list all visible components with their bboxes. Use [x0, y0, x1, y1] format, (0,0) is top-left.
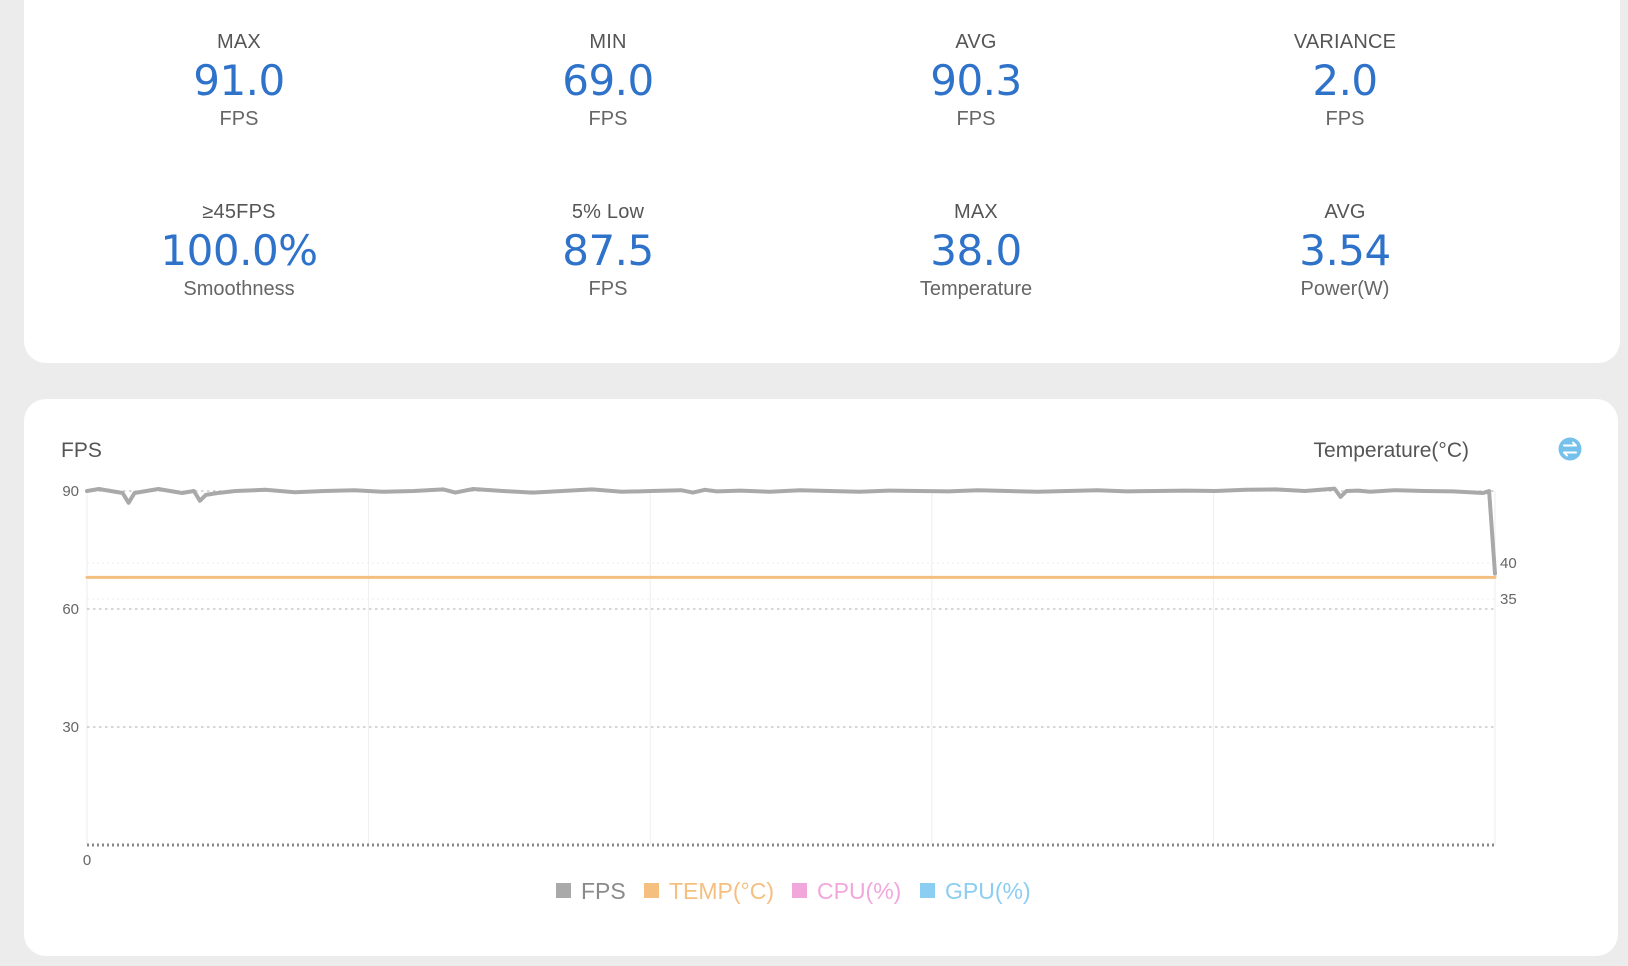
legend-swatch [792, 883, 807, 898]
stat-label: ≥45FPS [202, 201, 276, 223]
stat-value: 2.0 [1312, 56, 1378, 105]
temperature-axis-title: Temperature(°C) [1314, 439, 1469, 462]
stat-2: AVG 90.3 FPS [826, 31, 1126, 131]
stat-0: MAX 91.0 FPS [89, 31, 389, 131]
legend-item-gpu[interactable]: GPU(%) [920, 878, 1031, 904]
performance-chart: FPS Temperature(°C) 90 60 30 0 40 35 FPS TEMP(… [61, 437, 1582, 904]
right-tick-label: 35 [1500, 591, 1517, 608]
series-line-fps [85, 486, 1497, 576]
stat-label: VARIANCE [1293, 31, 1397, 53]
stat-label: AVG [1324, 201, 1366, 223]
chart-card: FPS Temperature(°C) 90 60 30 0 40 35 FPS TEMP(… [24, 399, 1618, 956]
stat-label: MAX [217, 31, 261, 53]
stat-value: 3.54 [1299, 226, 1391, 275]
stat-unit: Smoothness [183, 278, 295, 300]
legend-item-tempc[interactable]: TEMP(°C) [644, 878, 774, 904]
stat-5: 5% Low 87.5 FPS [458, 201, 758, 301]
right-tick-label: 40 [1500, 555, 1517, 572]
left-tick-label: 60 [62, 601, 79, 618]
stat-label: 5% Low [571, 201, 645, 223]
stat-unit: Power(W) [1300, 278, 1390, 300]
stat-unit: FPS [219, 108, 259, 130]
stat-value: 69.0 [562, 56, 654, 105]
stats-card: MAX 91.0 FPS MIN 69.0 FPS AVG 90.3 FPS VARIANCE 2.… [24, 0, 1620, 363]
stat-label: AVG [955, 31, 997, 53]
stat-3: VARIANCE 2.0 FPS [1195, 31, 1495, 131]
legend-label: GPU(%) [945, 878, 1031, 904]
legend-label: CPU(%) [817, 878, 901, 904]
left-tick-label: 30 [62, 719, 79, 736]
stat-value: 91.0 [193, 56, 285, 105]
stat-6: MAX 38.0 Temperature [826, 201, 1126, 301]
left-tick-label: 0 [83, 852, 91, 869]
legend-swatch [920, 883, 935, 898]
swap-icon[interactable] [1558, 437, 1582, 461]
stat-value: 90.3 [930, 56, 1022, 105]
stat-7: AVG 3.54 Power(W) [1195, 201, 1495, 301]
stat-unit: FPS [1325, 108, 1365, 130]
stat-1: MIN 69.0 FPS [458, 31, 758, 131]
stat-unit: FPS [588, 278, 628, 300]
legend-swatch [556, 883, 571, 898]
legend-item-cpu[interactable]: CPU(%) [792, 878, 901, 904]
stat-label: MIN [589, 31, 627, 53]
stat-value: 87.5 [562, 226, 654, 275]
legend-item-fps[interactable]: FPS [556, 878, 626, 904]
legend-swatch [644, 883, 659, 898]
legend-label: TEMP(°C) [669, 878, 774, 904]
fps-axis-title: FPS [61, 439, 102, 462]
stat-value: 100.0% [160, 226, 318, 275]
stat-value: 38.0 [930, 226, 1022, 275]
stat-unit: FPS [588, 108, 628, 130]
stat-label: MAX [954, 201, 998, 223]
stat-4: ≥45FPS 100.0% Smoothness [89, 201, 389, 301]
stat-unit: FPS [956, 108, 996, 130]
stat-unit: Temperature [919, 278, 1033, 300]
left-tick-label: 90 [62, 483, 79, 500]
legend-label: FPS [581, 878, 626, 904]
